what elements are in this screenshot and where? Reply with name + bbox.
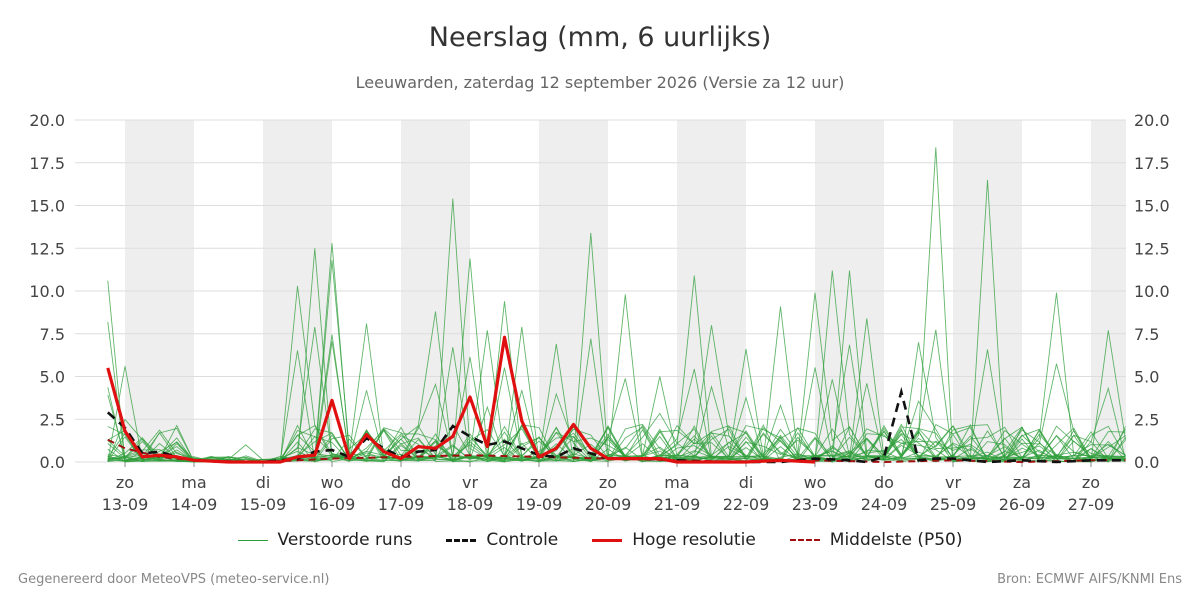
y-tick-right-7: 17.5 <box>1134 154 1170 173</box>
y-tick-left-2: 5.0 <box>40 368 65 387</box>
y-tick-right-4: 10.0 <box>1134 282 1170 301</box>
x-tick-day-12: vr <box>945 473 961 492</box>
y-tick-left-7: 17.5 <box>29 154 65 173</box>
ensemble-run-21 <box>107 349 1126 463</box>
legend-swatch-high-res <box>592 538 623 542</box>
x-tick-day-3: wo <box>321 473 344 492</box>
legend-swatch-ensemble <box>237 539 268 541</box>
x-tick-date-3: 16-09 <box>309 495 356 514</box>
x-tick-date-8: 21-09 <box>654 495 701 514</box>
x-tick-date-6: 19-09 <box>516 495 563 514</box>
chart-legend: Verstoorde runs Controle Hoge resolutie … <box>0 530 1200 550</box>
legend-item-median: Middelste (P50) <box>789 530 963 550</box>
series-high-res-line <box>106 335 816 464</box>
x-tick-day-5: vr <box>462 473 478 492</box>
y-tick-left-6: 15.0 <box>29 197 65 216</box>
y-tick-left-1: 2.5 <box>40 410 65 429</box>
chart-subtitle: Leeuwarden, zaterdag 12 september 2026 (… <box>355 73 845 92</box>
legend-label-median: Middelste (P50) <box>829 530 963 550</box>
y-tick-right-0: 0.0 <box>1134 453 1159 472</box>
legend-item-control: Controle <box>446 530 558 550</box>
y-tick-left-4: 10.0 <box>29 282 65 301</box>
precipitation-chart: 0.0 0.0 2.5 2.5 5.0 5.0 7.5 7.5 10.0 10.0 12.5 12.5… <box>29 111 1170 514</box>
legend-label-control: Controle <box>486 530 559 550</box>
x-tick-date-7: 20-09 <box>585 495 632 514</box>
x-tick-date-2: 15-09 <box>240 495 287 514</box>
x-tick-day-14: zo <box>1082 473 1100 492</box>
x-tick-day-0: zo <box>116 473 134 492</box>
x-tick-date-1: 14-09 <box>171 495 218 514</box>
x-tick-date-14: 27-09 <box>1068 495 1115 514</box>
x-tick-day-6: za <box>530 473 548 492</box>
ensemble-run-14 <box>107 326 1126 463</box>
x-tick-day-2: di <box>256 473 271 492</box>
x-tick-date-0: 13-09 <box>102 495 149 514</box>
y-tick-right-8: 20.0 <box>1134 111 1170 130</box>
x-tick-day-9: di <box>739 473 754 492</box>
y-tick-right-5: 12.5 <box>1134 239 1170 258</box>
y-tick-left-3: 7.5 <box>40 325 65 344</box>
ensemble-run-18 <box>107 356 1126 463</box>
x-tick-date-5: 18-09 <box>447 495 494 514</box>
y-tick-left-8: 20.0 <box>29 111 65 130</box>
x-tick-date-11: 24-09 <box>861 495 908 514</box>
legend-label-high-res: Hoge resolutie <box>632 530 756 550</box>
y-tick-right-3: 7.5 <box>1134 325 1159 344</box>
x-tick-date-9: 22-09 <box>723 495 770 514</box>
footer-generator: Gegenereerd door MeteoVPS (meteo-service… <box>18 572 330 587</box>
y-tick-right-2: 5.0 <box>1134 368 1159 387</box>
legend-label-ensemble: Verstoorde runs <box>277 530 413 550</box>
chart-title: Neerslag (mm, 6 uurlijks) <box>428 22 772 53</box>
x-tick-day-11: do <box>874 473 894 492</box>
x-tick-day-8: ma <box>664 473 689 492</box>
legend-item-ensemble: Verstoorde runs <box>237 530 413 550</box>
x-tick-date-4: 17-09 <box>378 495 425 514</box>
y-tick-left-0: 0.0 <box>40 453 65 472</box>
footer-source: Bron: ECMWF AIFS/KNMI Ens <box>997 572 1182 587</box>
x-tick-day-10: wo <box>804 473 827 492</box>
x-tick-date-13: 26-09 <box>999 495 1046 514</box>
x-tick-date-12: 25-09 <box>930 495 977 514</box>
y-tick-left-5: 12.5 <box>29 239 65 258</box>
y-tick-right-1: 2.5 <box>1134 410 1159 429</box>
legend-swatch-median <box>789 539 820 541</box>
x-tick-date-10: 23-09 <box>792 495 839 514</box>
legend-item-high-res: Hoge resolutie <box>592 530 756 550</box>
x-tick-day-7: zo <box>599 473 617 492</box>
series-median-line <box>107 438 1126 464</box>
y-tick-right-6: 15.0 <box>1134 197 1170 216</box>
x-tick-day-4: do <box>391 473 411 492</box>
x-tick-day-13: za <box>1013 473 1031 492</box>
legend-swatch-control <box>446 538 477 542</box>
x-tick-day-1: ma <box>181 473 206 492</box>
